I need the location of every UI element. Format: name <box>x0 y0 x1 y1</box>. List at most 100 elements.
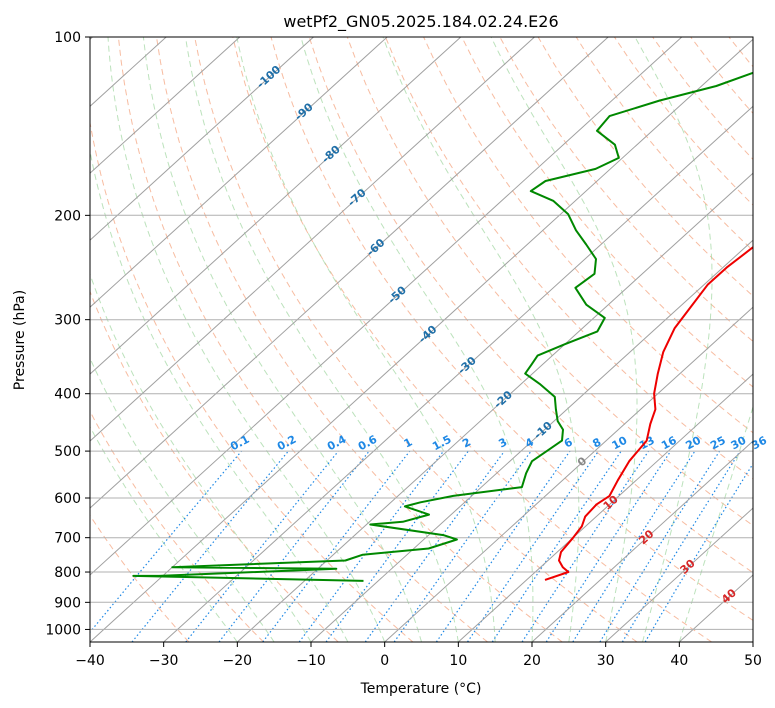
mixing-ratio-line <box>435 450 571 642</box>
moist-adiabat-line <box>90 148 349 642</box>
moist-adiabat-line <box>107 37 386 642</box>
dry-adiabat-line <box>308 37 753 574</box>
dry-adiabat-line <box>117 37 488 642</box>
dry-adiabat-line <box>499 37 753 343</box>
mixing-ratio-label: 20 <box>683 434 703 453</box>
isotherm-line <box>236 172 753 642</box>
x-tick-label: 30 <box>597 653 615 669</box>
y-axis-title: Pressure (hPa) <box>12 290 28 390</box>
mixing-ratio-label: 1 <box>402 435 415 450</box>
moist-adiabat-line <box>634 37 713 642</box>
y-tick-label: 700 <box>54 531 81 547</box>
temperature-line <box>544 245 753 581</box>
moist-adiabat-line <box>236 37 496 642</box>
isotherm-line <box>678 574 753 642</box>
y-tick-label: 1000 <box>45 622 81 638</box>
isotherm-line <box>531 440 753 642</box>
isotherm-line <box>90 37 683 576</box>
isotherm-line <box>90 37 241 174</box>
mixing-ratio-line <box>644 462 753 642</box>
isotherm-line <box>90 37 609 509</box>
x-tick-label: 10 <box>449 653 467 669</box>
mixing-ratio-label: 36 <box>749 434 769 453</box>
mixing-ratio-line <box>262 450 411 642</box>
isotherm-line <box>605 507 753 642</box>
mixing-ratio-label: 6 <box>562 435 575 450</box>
moist-adiabat-line <box>185 37 459 642</box>
mixing-ratio-line <box>90 450 242 634</box>
mixing-ratio-label: 16 <box>659 434 679 453</box>
dewpoint-line <box>132 71 753 582</box>
mixing-ratio-label: 0.1 <box>228 433 251 454</box>
moist-adiabat-line <box>90 272 312 642</box>
y-tick-label: 300 <box>54 313 81 329</box>
x-tick-label: 0 <box>380 653 389 669</box>
x-tick-label: −40 <box>75 653 105 669</box>
mixing-ratio-line <box>325 450 469 642</box>
mixing-ratio-line <box>572 450 696 642</box>
isotherm-line <box>90 37 462 375</box>
dry-adiabat-line <box>575 37 753 252</box>
mixing-ratio-label: 30 <box>729 434 749 453</box>
moist-adiabat-line <box>678 405 753 642</box>
mixing-ratio-line <box>393 450 532 642</box>
mixing-ratio-line <box>545 450 672 642</box>
mixing-ratio-label: 2 <box>460 435 473 450</box>
plot-frame <box>89 36 754 643</box>
dry-adiabat-line <box>90 119 414 642</box>
line-labels: 0.1 0.2 0.4 0.6 1 1.5 2 3 4 6 8 10 13 16 20 25 30 36-100-… <box>228 63 769 606</box>
dry-adiabat-line <box>90 410 264 642</box>
dry-adiabat-line <box>537 37 753 297</box>
isotherm-line <box>310 239 753 642</box>
mixing-ratio-line <box>491 450 622 642</box>
dry-adiabat-line <box>270 37 753 621</box>
dry-adiabat-line <box>346 37 753 527</box>
dry-adiabat-line <box>767 37 775 642</box>
isotherm-line <box>457 373 753 642</box>
dry-adiabat-line <box>652 37 753 161</box>
dry-adiabat-line <box>194 37 638 642</box>
y-tick-label: 600 <box>54 491 81 507</box>
y-tick-label: 200 <box>54 208 81 224</box>
mixing-ratio-line <box>521 450 650 642</box>
isotherm-line <box>384 306 753 642</box>
isotherm-line <box>90 37 535 442</box>
mixing-ratio-label: 25 <box>708 434 728 453</box>
y-tick-label: 900 <box>54 595 81 611</box>
mixing-ratio-label: 13 <box>637 434 657 453</box>
mixing-ratio-label: 0.2 <box>275 433 298 454</box>
grid-lines <box>90 37 753 642</box>
mixing-ratio-line <box>218 450 370 642</box>
y-tick-label: 500 <box>54 444 81 460</box>
moist-adiabat-line <box>142 37 422 642</box>
isotherm-line <box>163 105 753 642</box>
moist-adiabat-line <box>90 357 275 642</box>
mixing-ratio-line <box>364 450 505 642</box>
x-tick-label: −30 <box>149 653 179 669</box>
x-tick-label: 20 <box>523 653 541 669</box>
mixing-ratio-line <box>185 450 339 642</box>
moist-adiabat-line <box>90 425 238 642</box>
y-tick-label: 800 <box>54 565 81 581</box>
isotherm-label: -100 <box>254 63 283 91</box>
y-axis-ticks: 100 200 300 400 500 600 700 800 900 1000 <box>45 30 90 638</box>
dry-adiabat-line <box>690 37 753 115</box>
isotherm-line <box>90 37 314 241</box>
background-lines <box>90 37 775 642</box>
y-tick-label: 100 <box>54 30 81 46</box>
dry-adiabat-line <box>156 37 563 642</box>
dry-adiabat-line <box>385 37 753 480</box>
mixing-ratio-line <box>298 450 444 642</box>
mixing-ratio-label: 0.6 <box>356 433 380 454</box>
x-tick-label: 50 <box>744 653 762 669</box>
dry-adiabat-line <box>90 514 190 642</box>
isotherm-line <box>752 641 753 642</box>
x-axis-title: Temperature (°C) <box>360 681 482 697</box>
isotherm-line <box>90 37 388 308</box>
x-tick-label: −10 <box>296 653 326 669</box>
mixing-ratio-label: 0.4 <box>325 433 349 454</box>
mixing-ratio-line <box>621 450 741 642</box>
x-axis-ticks: −40 −30 −20 −10 0 10 20 30 40 50 <box>75 642 762 669</box>
x-tick-label: 40 <box>670 653 688 669</box>
